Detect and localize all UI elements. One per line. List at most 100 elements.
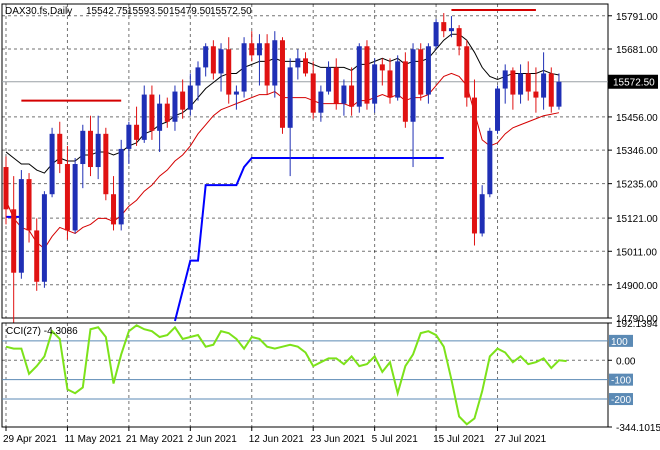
candle	[326, 61, 332, 95]
candle-body	[518, 73, 524, 95]
candle	[364, 40, 370, 110]
x-tick-label: 21 May 2021	[126, 434, 184, 445]
date-axis: 29 Apr 2021 11 May 2021 21 May 2021 2 Jun 2…	[3, 427, 547, 445]
candle-body	[548, 73, 554, 107]
candle	[425, 43, 431, 104]
cci-tick-label: -200	[611, 395, 631, 406]
x-tick-label: 15 Jul 2021	[433, 434, 485, 445]
candle-body	[479, 194, 485, 234]
candle	[41, 191, 47, 288]
cci-tick-label: -100	[611, 376, 631, 387]
candle-body	[502, 70, 508, 89]
candle-body	[149, 94, 155, 131]
candle	[3, 156, 9, 225]
cci-panel-frame	[1, 322, 609, 428]
candle-body	[103, 133, 109, 195]
candle-body	[272, 40, 278, 86]
candle-body	[141, 94, 147, 140]
candle	[164, 97, 170, 128]
candle	[279, 37, 285, 134]
candle	[448, 16, 454, 38]
candle-body	[402, 61, 408, 122]
candle	[464, 40, 470, 107]
candle-body	[26, 179, 32, 231]
candle	[49, 127, 55, 198]
candle	[295, 49, 301, 80]
candle-body	[310, 73, 316, 113]
candle	[479, 185, 485, 237]
candle-body	[425, 46, 431, 95]
candle	[318, 85, 324, 122]
candle-body	[279, 40, 285, 128]
y-tick-label: 15121.00	[616, 214, 658, 225]
y-tick-label: 15456.00	[616, 113, 658, 124]
candle-body	[233, 91, 239, 95]
candle-body	[18, 179, 24, 273]
candle	[349, 67, 355, 116]
candle-body	[495, 88, 501, 131]
candle	[441, 13, 447, 38]
candle-body	[418, 49, 424, 95]
candle	[72, 157, 78, 234]
ohlc-open: 15542.75	[86, 6, 128, 17]
current-price-box	[608, 74, 658, 89]
candle-body	[264, 43, 270, 86]
x-tick-label: 27 Jul 2021	[495, 434, 547, 445]
candle-body	[241, 43, 247, 92]
candle-body	[34, 230, 40, 282]
candle-body	[448, 28, 454, 32]
candle-body	[441, 22, 447, 32]
candle-body	[287, 67, 293, 128]
cci-tick-label: 100	[611, 337, 628, 348]
candle-body	[395, 61, 401, 98]
x-tick-label: 29 Apr 2021	[3, 434, 57, 445]
candle-body	[303, 58, 309, 74]
candle	[525, 61, 531, 101]
candle-body	[126, 124, 132, 149]
cci-label: CCI(27) -4.3086	[6, 326, 78, 337]
candle	[11, 176, 17, 331]
cci-tick-label: 0.00	[616, 356, 636, 367]
candle-body	[433, 22, 439, 47]
y-tick-label: 15346.00	[616, 146, 658, 157]
candle	[87, 115, 93, 177]
candle-body	[410, 49, 416, 122]
candle-body	[187, 85, 193, 110]
candle-body	[134, 124, 140, 140]
candle	[203, 43, 209, 77]
candle	[333, 58, 339, 110]
cci-line	[5, 324, 567, 426]
candle-body	[464, 46, 470, 98]
candle	[218, 43, 224, 92]
candle	[502, 64, 508, 104]
candle	[356, 43, 362, 113]
candle-body	[295, 58, 301, 68]
candle-body	[226, 49, 232, 95]
price-panel: 15791.00 15681.00 15456.00 15346.00 15235.00…	[1, 3, 658, 331]
candle	[533, 67, 539, 113]
candle-body	[203, 46, 209, 68]
candle	[80, 124, 86, 189]
candle	[471, 79, 477, 246]
x-tick-label: 23 Jun 2021	[310, 434, 365, 445]
candle	[495, 85, 501, 134]
candle	[548, 67, 554, 113]
candle	[264, 34, 270, 95]
candle	[157, 94, 163, 152]
candle-body	[525, 73, 531, 92]
candle-body	[164, 103, 170, 122]
candle-body	[210, 46, 216, 74]
y-tick-label: 14900.00	[616, 281, 658, 292]
candle-body	[326, 67, 332, 92]
candle	[433, 19, 439, 50]
candle-body	[510, 70, 516, 95]
candle-body	[111, 194, 117, 225]
ohlc-close: 15572.50	[210, 6, 252, 17]
candle	[372, 58, 378, 113]
price-panel-frame	[1, 3, 609, 319]
candle-body	[195, 67, 201, 86]
candle	[126, 121, 132, 165]
candle-body	[118, 148, 124, 225]
candle-body	[356, 46, 362, 107]
